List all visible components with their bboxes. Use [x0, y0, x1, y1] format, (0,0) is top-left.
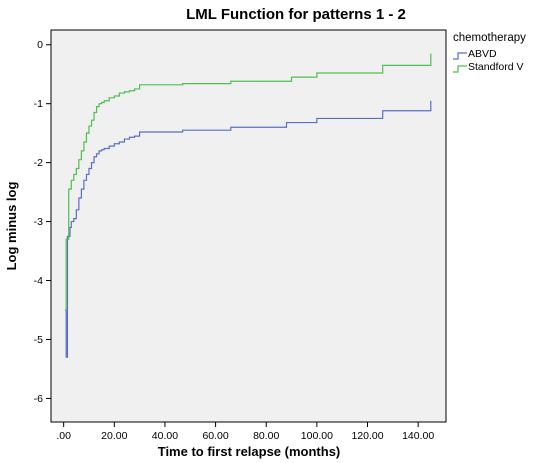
- y-tick-label: 0: [37, 39, 43, 51]
- x-axis-title: Time to first relapse (months): [158, 444, 341, 459]
- y-tick-label: -2: [34, 157, 43, 169]
- y-tick-label: -6: [34, 393, 43, 405]
- y-axis-title: Log minus log: [4, 182, 19, 271]
- y-tick-label: -4: [34, 275, 43, 287]
- x-tick-label: 40.00: [152, 430, 178, 442]
- y-tick-label: -5: [34, 334, 43, 346]
- x-axis: .00 20.00 40.00 60.00 80.00 100.00 120.00 140.0…: [56, 422, 434, 442]
- x-tick-label: .00: [56, 430, 71, 442]
- plot-area: [50, 29, 447, 423]
- legend-swatch-abvd: [453, 52, 467, 60]
- y-tick-label: -1: [34, 98, 43, 110]
- legend-label-standford-v: Standford V: [468, 61, 523, 73]
- legend-label-abvd: ABVD: [468, 48, 497, 60]
- legend-title: chemotherapy: [453, 32, 526, 44]
- series-line-standford-v: [64, 53, 432, 311]
- x-tick-label: 140.00: [402, 430, 434, 442]
- x-tick-label: 80.00: [253, 430, 279, 442]
- x-tick-label: 20.00: [101, 430, 127, 442]
- y-axis: 0 -1 -2 -3 -4 -5 -6: [34, 39, 51, 405]
- y-tick-label: -3: [34, 216, 43, 228]
- x-tick-label: 100.00: [301, 430, 333, 442]
- x-tick-label: 120.00: [351, 430, 383, 442]
- series-line-abvd: [64, 100, 432, 358]
- legend-swatch-standford-v: [453, 65, 467, 73]
- series-lines: [64, 53, 432, 358]
- x-tick-label: 60.00: [202, 430, 228, 442]
- chart-title: LML Function for patterns 1 - 2: [186, 6, 406, 23]
